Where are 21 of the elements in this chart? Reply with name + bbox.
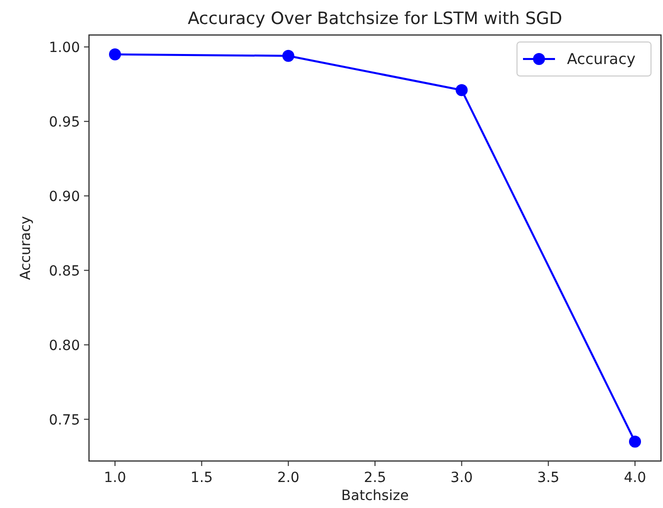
y-tick-label: 1.00: [48, 40, 80, 56]
y-tick-label: 0.90: [48, 188, 80, 205]
x-tick-label: 2.0: [277, 470, 300, 486]
point: [456, 84, 468, 96]
y-axis-title: Accuracy: [18, 216, 34, 280]
point: [629, 436, 641, 448]
chart-title: Accuracy Over Batchsize for LSTM with SGD: [188, 9, 562, 29]
y-tick-label: 0.75: [48, 412, 80, 428]
x-tick-label: 3.5: [537, 470, 560, 486]
point: [109, 48, 121, 60]
x-axis-title: Batchsize: [341, 488, 409, 504]
x-tick-label: 3.0: [450, 470, 473, 486]
y-tick-label: 0.85: [48, 263, 80, 280]
x-tick-label: 1.5: [190, 470, 213, 486]
x-tick-label: 2.5: [364, 470, 386, 486]
x-tick-label: 1.0: [104, 470, 126, 486]
legend-label: Accuracy: [567, 50, 636, 68]
point: [282, 50, 294, 62]
x-tick-label: 4.0: [624, 470, 646, 486]
y-tick-label: 0.95: [48, 114, 80, 130]
y-tick-label: 0.80: [48, 338, 80, 354]
